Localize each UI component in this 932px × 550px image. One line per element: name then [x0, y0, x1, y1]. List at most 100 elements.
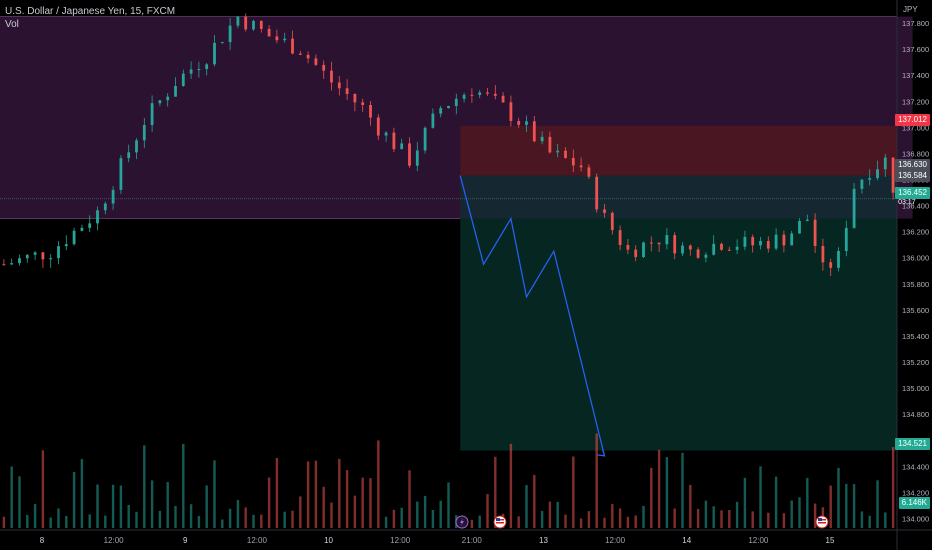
volume-bar — [119, 485, 123, 528]
time-tick-label: 9 — [183, 536, 188, 545]
candle-body — [197, 68, 201, 70]
lightning-icon[interactable] — [455, 515, 469, 529]
candle-body — [236, 16, 240, 26]
volume-bar — [267, 477, 271, 528]
volume-bar — [618, 508, 622, 528]
volume-bar — [41, 450, 45, 528]
volume-bar — [182, 443, 185, 528]
candle-body — [868, 178, 872, 180]
candle-body — [314, 58, 318, 65]
candle-body — [72, 230, 76, 245]
candle-body — [166, 96, 170, 101]
time-tick-label: 13 — [539, 536, 548, 545]
candle-body — [64, 244, 68, 247]
volume-bar — [696, 508, 700, 528]
candle-body — [431, 113, 435, 128]
volume-bar — [517, 516, 520, 528]
symbol-title[interactable]: U.S. Dollar / Japanese Yen, 15, FXCM — [5, 6, 176, 17]
volume-bar — [774, 476, 778, 528]
candle-body — [18, 258, 21, 264]
volume-bar — [884, 512, 887, 528]
candle-body — [103, 203, 107, 211]
volume-bar — [782, 513, 786, 528]
price-tick-label: 135.600 — [902, 306, 929, 315]
volume-bar — [540, 510, 544, 528]
us-flag-icon[interactable] — [815, 515, 829, 529]
target-price-label: 137.012 — [895, 114, 930, 126]
candle-body — [681, 245, 684, 254]
candle-body — [41, 252, 45, 260]
volume-bar — [158, 510, 162, 528]
candle-body — [634, 249, 638, 258]
volume-bar — [111, 484, 115, 528]
candle-body — [400, 143, 404, 150]
candle-body — [96, 210, 99, 224]
volume-bar — [868, 515, 871, 528]
candle-body — [189, 69, 193, 74]
volume-bar — [143, 445, 146, 528]
candle-body — [267, 28, 271, 37]
candle-body — [423, 127, 427, 151]
candle-body — [883, 157, 887, 170]
volume-bar — [478, 515, 481, 528]
volume-bar — [548, 501, 552, 528]
price-tick-label: 134.000 — [902, 514, 929, 523]
volume-bar — [80, 459, 84, 528]
candle-body — [205, 64, 209, 69]
volume-bar — [416, 501, 419, 528]
candle-body — [478, 92, 482, 96]
candle-body — [142, 125, 146, 141]
volume-bar — [689, 484, 692, 528]
volume-bar — [587, 511, 591, 528]
time-tick-label: 12:00 — [247, 536, 268, 545]
time-tick-label: 12:00 — [605, 536, 626, 545]
candle-body — [525, 121, 528, 125]
candle-body — [860, 179, 864, 189]
candle-body — [532, 121, 536, 142]
price-tick-label: 136.000 — [902, 254, 929, 263]
price-tick-label: 135.400 — [902, 332, 929, 341]
candle-body — [540, 136, 544, 142]
candle-body — [782, 234, 786, 246]
candle-body — [88, 223, 92, 228]
currency-label: JPY — [903, 5, 918, 14]
candle-body — [517, 120, 521, 125]
candle-body — [548, 136, 552, 153]
volume-bar — [852, 484, 856, 528]
volume-bar — [135, 511, 138, 528]
time-tick-label: 21:00 — [462, 536, 483, 545]
price-tick-label: 137.800 — [902, 19, 929, 28]
volume-bar — [291, 510, 294, 528]
volume-bar — [751, 511, 754, 528]
candle-body — [283, 38, 287, 41]
price-tick-label: 134.200 — [902, 488, 929, 497]
volume-bar — [595, 433, 598, 528]
candle-body — [774, 234, 778, 249]
candle-body — [2, 264, 6, 266]
candle-body — [369, 105, 372, 118]
candle-body — [111, 189, 115, 204]
us-flag-icon[interactable] — [493, 515, 507, 529]
candle-body — [80, 227, 84, 231]
projection-line — [459, 175, 606, 457]
candle-body — [759, 240, 762, 246]
candle-body — [696, 249, 700, 258]
candle-body — [821, 245, 825, 263]
candle-body — [174, 85, 177, 97]
volume-indicator-label[interactable]: Vol — [5, 19, 19, 30]
volume-bar — [221, 519, 224, 528]
volume-bar — [767, 512, 770, 528]
price-tick-label: 137.600 — [902, 45, 929, 54]
volume-bar — [252, 514, 255, 528]
candle-body — [33, 252, 37, 255]
volume-bar — [65, 515, 68, 528]
candle-body — [119, 158, 123, 190]
candle-body — [57, 246, 60, 259]
volume-bar — [806, 477, 809, 528]
volume-value-label: 6.146K — [898, 497, 930, 509]
volume-bar — [127, 504, 130, 528]
volume-bar — [150, 480, 154, 528]
volume-bar — [494, 456, 497, 528]
